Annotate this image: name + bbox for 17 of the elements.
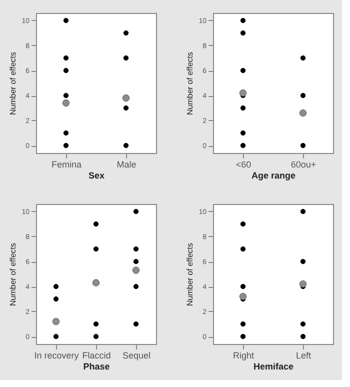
- x-axis-title: Age range: [251, 170, 296, 180]
- x-tick-label: 60ou+: [290, 160, 316, 170]
- x-tick-label: Right: [232, 350, 254, 360]
- y-axis-title: Number of effects: [8, 243, 18, 306]
- x-tick-label: Femina: [51, 160, 82, 170]
- x-tick-label: Male: [116, 160, 136, 170]
- x-axis-title: Hemiface: [253, 362, 294, 372]
- x-tick-label: Left: [296, 350, 312, 360]
- y-axis-title: Number of effects: [8, 52, 18, 115]
- x-axis-title: Phase: [83, 362, 110, 372]
- x-tick-label: In recovery: [34, 350, 80, 360]
- x-tick-label: Flaccid: [82, 350, 111, 360]
- y-axis-title: Number of effects: [186, 52, 195, 115]
- y-axis-title: Number of effects: [186, 243, 195, 306]
- x-tick-label: <60: [236, 160, 252, 170]
- x-axis-title: Sex: [88, 170, 105, 180]
- x-tick-label: Sequel: [122, 350, 151, 360]
